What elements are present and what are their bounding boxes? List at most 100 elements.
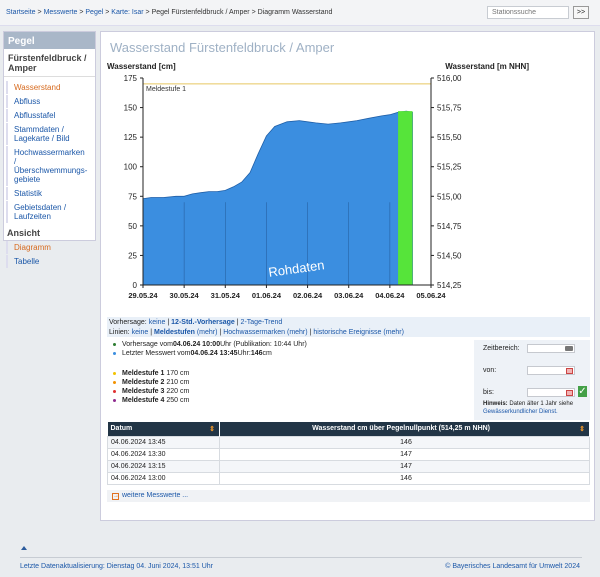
von-date-input[interactable] [527, 366, 575, 375]
water-level-chart: Wasserstand [cm] Wasserstand [m NHN] Mel… [107, 62, 529, 300]
sidebar-station-name: Fürstenfeldbruck / Amper [4, 49, 95, 77]
calendar-icon[interactable] [566, 368, 573, 374]
x-tick-label: 04.06.24 [375, 291, 405, 300]
vorhersage-12std[interactable]: 12-Std.-Vorhersage [171, 319, 235, 326]
breadcrumb-startseite[interactable]: Startseite [6, 9, 36, 16]
page-title: Wasserstand Fürstenfeldbruck / Amper [110, 40, 335, 55]
footer-copyright: © Bayerisches Landesamt für Umwelt 2024 [445, 563, 580, 570]
bullet-icon [113, 343, 116, 346]
water-level-area [142, 110, 413, 286]
sidebar-item-gebietsdaten[interactable]: Gebietsdaten / Laufzeiten [6, 201, 93, 223]
list-item: Meldestufe 1 170 cm [109, 369, 189, 378]
measurement-table: Datum ⇕ Wasserstand cm über Pegelnullpunk… [107, 422, 590, 485]
sidebar-item-abflusstafel[interactable]: Abflusstafel [6, 109, 93, 122]
bullet-icon [113, 352, 116, 355]
search-input[interactable] [487, 6, 569, 19]
y-tick-label: 100 [124, 163, 138, 172]
bullet-icon [113, 390, 116, 393]
chart-title-right: Wasserstand [m NHN] [445, 62, 529, 71]
list-item: Meldestufe 2 210 cm [109, 378, 189, 387]
more-arrow-icon: → [112, 493, 119, 500]
x-tick-label: 30.05.24 [170, 291, 200, 300]
sidebar-item-statistik[interactable]: Statistik [6, 187, 93, 200]
sidebar-item-abfluss[interactable]: Abfluss [6, 95, 93, 108]
sidebar-header: Pegel [4, 32, 95, 49]
list-item: Letzter Messwert vom 04.06.24 13:45 Uhr:… [109, 349, 469, 358]
calendar-icon[interactable] [566, 390, 573, 396]
linien-hochwassermarken[interactable]: Hochwassermarken (mehr) [223, 329, 308, 336]
linien-historische-ereignisse[interactable]: historische Ereignisse (mehr) [313, 329, 404, 336]
footer-update-text: Letzte Datenaktualisierung: Dienstag 04.… [20, 563, 214, 570]
linien-keine[interactable]: keine [131, 329, 149, 336]
bis-label: bis: [483, 389, 494, 396]
col-header-datum[interactable]: Datum ⇕ [107, 422, 220, 436]
time-range-panel: Zeitbereich: von: bis: ✓ Hinweis: Daten … [474, 340, 590, 420]
sidebar-ansicht-title: Ansicht [7, 228, 41, 238]
x-tick-label: 01.06.24 [252, 291, 282, 300]
y-tick-label-right: 514,50 [437, 251, 462, 260]
footer: Letzte Datenaktualisierung: Dienstag 04.… [0, 557, 600, 577]
y-tick-label-right: 515,00 [437, 192, 462, 201]
list-item: Vorhersage vom 04.06.24 10:00 Uhr (Publi… [109, 340, 469, 349]
breadcrumb-messwerte[interactable]: Messwerte [43, 9, 78, 16]
x-tick-label: 05.06.24 [416, 291, 446, 300]
y-tick-label-right: 515,25 [437, 163, 462, 172]
vorhersage-keine[interactable]: keine [148, 319, 166, 326]
col-header-wasserstand[interactable]: Wasserstand cm über Pegelnullpunkt (514,… [219, 422, 590, 436]
y-tick-label: 150 [124, 104, 138, 113]
vorhersage-label: Vorhersage: [109, 319, 147, 326]
threshold-label: Meldestufe 1 [146, 86, 186, 93]
y-tick-label-right: 515,75 [437, 104, 462, 113]
linien-label: Linien: [109, 329, 130, 336]
list-item: Meldestufe 3 220 cm [109, 387, 189, 396]
y-tick-label: 0 [133, 281, 138, 290]
main-content: Wasserstand Fürstenfeldbruck / Amper Was… [100, 31, 595, 521]
bis-date-input[interactable] [527, 388, 575, 397]
table-row: 04.06.2024 13:15 147 [107, 459, 590, 473]
x-tick-label: 02.06.24 [293, 291, 323, 300]
chart-options: Vorhersage: keine | 12-Std.-Vorhersage |… [107, 317, 590, 337]
scroll-top-icon[interactable] [21, 546, 27, 550]
more-values-link[interactable]: weitere Messwerte ... [122, 492, 189, 499]
x-tick-label: 31.05.24 [211, 291, 241, 300]
y-tick-label-right: 515,50 [437, 133, 462, 142]
sidebar: Pegel Fürstenfeldbruck / Amper Wassersta… [3, 31, 96, 268]
sort-icon[interactable]: ⇕ [579, 425, 585, 433]
sidebar-item-wasserstand[interactable]: Wasserstand [6, 81, 93, 94]
bullet-icon [113, 372, 116, 375]
breadcrumb-station: Pegel Fürstenfeldbruck / Amper [151, 9, 250, 16]
sidebar-item-stammdaten[interactable]: Stammdaten / Lagekarte / Bild [6, 123, 93, 145]
forecast-band [398, 111, 413, 285]
vorhersage-2tage[interactable]: 2-Tage-Trend [240, 319, 283, 326]
sidebar-item-diagramm[interactable]: Diagramm [6, 241, 93, 254]
alert-levels: Meldestufe 1 170 cm Meldestufe 2 210 cm … [109, 369, 189, 405]
more-values-row: → weitere Messwerte ... [107, 490, 590, 502]
bullet-icon [113, 381, 116, 384]
apply-check-icon[interactable]: ✓ [578, 386, 587, 397]
breadcrumb: Startseite > Messwerte > Pegel > Karte: … [6, 9, 333, 16]
x-tick-label: 03.06.24 [334, 291, 364, 300]
linien-meldestufen[interactable]: Meldestufen [154, 329, 195, 336]
select-arrow-icon [565, 346, 573, 351]
gewaesserkundlicher-dienst-link[interactable]: Gewässerkundlicher Dienst. [483, 409, 558, 415]
sort-icon[interactable]: ⇕ [209, 425, 215, 433]
zeitbereich-select[interactable] [527, 344, 575, 353]
sidebar-item-hochwassermarken[interactable]: Hochwassermarken / Überschwemmungs-gebie… [6, 146, 93, 186]
y-tick-label: 175 [124, 74, 138, 83]
chart-title-left: Wasserstand [cm] [107, 62, 176, 71]
table-row: 04.06.2024 13:45 146 [107, 435, 590, 449]
breadcrumb-current: Diagramm Wasserstand [257, 9, 333, 16]
linien-meldestufen-mehr[interactable]: (mehr) [196, 329, 218, 336]
y-tick-label: 125 [124, 133, 138, 142]
zeitbereich-label: Zeitbereich: [483, 345, 520, 352]
breadcrumb-pegel[interactable]: Pegel [85, 9, 104, 16]
sidebar-item-tabelle[interactable]: Tabelle [6, 255, 93, 268]
search-button[interactable]: >> [573, 6, 589, 19]
breadcrumb-karte[interactable]: Karte: Isar [111, 9, 144, 16]
top-bar: Startseite > Messwerte > Pegel > Karte: … [0, 0, 600, 26]
von-label: von: [483, 367, 497, 374]
y-tick-label-right: 516,00 [437, 74, 462, 83]
y-tick-label-right: 514,25 [437, 281, 462, 290]
y-tick-label: 50 [128, 222, 137, 231]
y-tick-label-right: 514,75 [437, 222, 462, 231]
